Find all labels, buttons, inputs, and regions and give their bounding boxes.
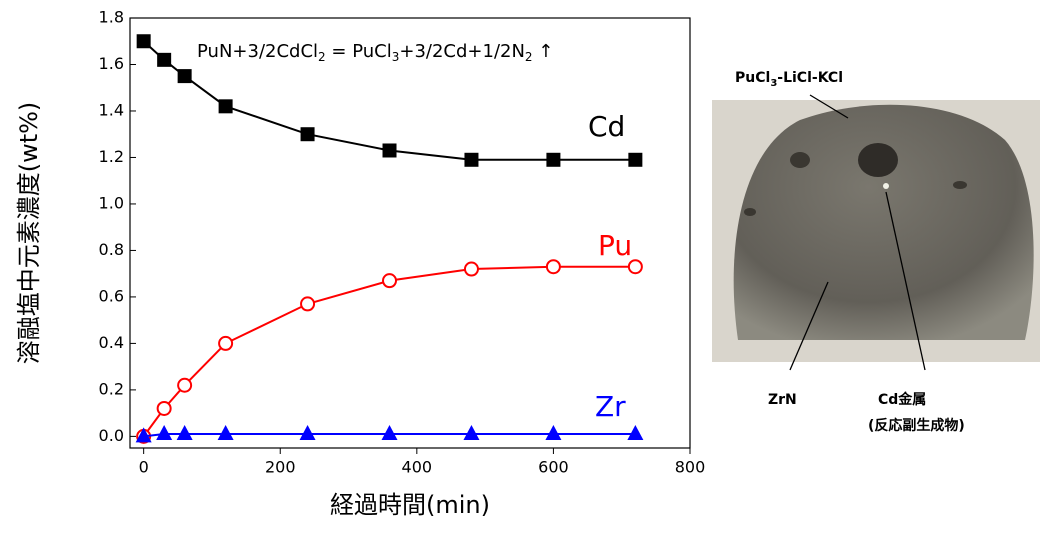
label-sub: 3 [770,78,777,89]
marker [381,425,398,441]
marker [156,425,173,441]
hole [790,152,810,168]
annotation: PuN+3/2CdCl2 = PuCl3+3/2Cd+1/2N2 ↑ [197,41,553,64]
marker [628,152,643,167]
x-tick-label: 0 [139,458,149,477]
marker [627,259,643,275]
photo-label: ZrN [768,392,797,408]
marker [176,425,193,441]
marker [217,425,234,441]
marker [463,261,479,277]
marker [382,273,398,289]
label-part: -LiCl-KCl [777,70,843,86]
sample [733,104,1034,341]
arrow [885,191,926,371]
arrow [789,281,829,371]
x-tick-label: 400 [402,458,433,477]
y-tick-label: 1.4 [99,100,124,119]
annotation-part: ↑ [533,41,554,62]
x-tick-label: 200 [265,458,296,477]
marker [382,143,397,158]
marker [546,152,561,167]
marker [627,425,644,441]
marker [157,52,172,67]
y-tick-label: 0.2 [99,379,124,398]
hole [953,181,967,189]
marker [464,152,479,167]
marker [300,127,315,142]
marker [463,425,480,441]
chart: 0.0 0.2 0.4 0.6 0.8 1.0 1.2 1.4 1.6 1.8 0 200 400 600… [15,8,705,520]
annotation-sub: 2 [525,50,533,64]
marker [177,377,193,393]
photo-label: (反応副生成物) [868,417,965,434]
arrow [809,94,849,119]
hole [858,143,898,177]
marker [545,259,561,275]
marker [218,335,234,351]
y-tick-label: 0.4 [99,333,124,352]
x-axis-title: 経過時間(min) [330,491,490,519]
photo-label: Cd金属 [878,391,926,408]
marker [177,69,192,84]
series-line [142,265,636,437]
label-part: PuCl [735,70,770,86]
y-tick-label: 0.0 [99,426,124,445]
photo: PuCl3-LiCl-KCl ZrN Cd金属 (反応副生成物) [712,70,1040,434]
hole [744,208,756,216]
x-tick-label: 600 [538,458,569,477]
plot-frame [129,17,691,449]
y-tick-label: 0.8 [99,240,124,259]
annotation-part: +3/2Cd+1/2N [399,41,525,62]
marker [136,34,151,49]
cd-particle [883,183,889,189]
series-label: Pu [598,229,632,262]
y-tick-label: 1.0 [99,193,124,212]
y-tick-label: 0.6 [99,286,124,305]
photo-label: PuCl3-LiCl-KCl [735,70,843,89]
marker [218,99,233,114]
annotation-part: = PuCl [326,41,392,62]
x-tick-label: 800 [675,458,706,477]
series-label: Zr [595,390,626,423]
annotation-sub: 2 [318,50,326,64]
y-axis-title: 溶融塩中元素濃度(wt%) [15,102,43,365]
y-tick-label: 1.6 [99,54,124,73]
series-label: Cd [588,110,625,143]
marker [299,425,316,441]
y-tick-label: 1.8 [99,8,124,27]
annotation-sub: 3 [392,50,400,64]
marker [545,425,562,441]
marker [135,427,152,443]
marker [156,400,172,416]
annotation-part: PuN+3/2CdCl [197,41,318,62]
marker [300,296,316,312]
y-tick-label: 1.2 [99,147,124,166]
